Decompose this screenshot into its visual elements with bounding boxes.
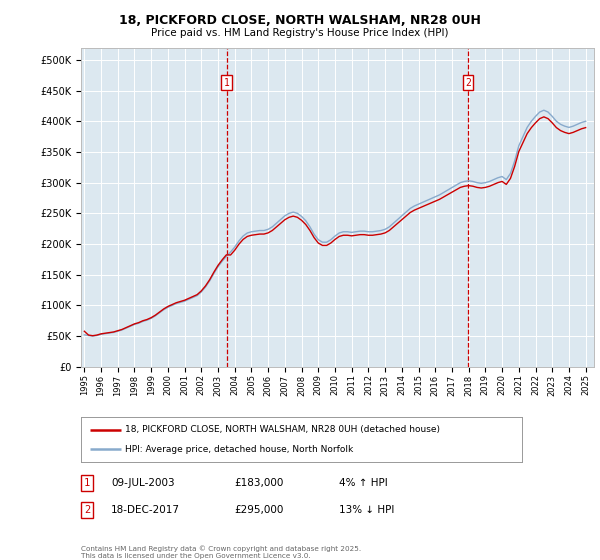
Text: 18, PICKFORD CLOSE, NORTH WALSHAM, NR28 0UH: 18, PICKFORD CLOSE, NORTH WALSHAM, NR28 … (119, 14, 481, 27)
Text: HPI: Average price, detached house, North Norfolk: HPI: Average price, detached house, Nort… (125, 445, 353, 454)
Text: Contains HM Land Registry data © Crown copyright and database right 2025.
This d: Contains HM Land Registry data © Crown c… (81, 545, 361, 559)
Text: 1: 1 (84, 478, 90, 488)
Text: 1: 1 (224, 78, 230, 88)
Text: £295,000: £295,000 (234, 505, 283, 515)
Text: Price paid vs. HM Land Registry's House Price Index (HPI): Price paid vs. HM Land Registry's House … (151, 28, 449, 38)
Text: 09-JUL-2003: 09-JUL-2003 (111, 478, 175, 488)
Text: 2: 2 (465, 78, 471, 88)
Text: 4% ↑ HPI: 4% ↑ HPI (339, 478, 388, 488)
Text: £183,000: £183,000 (234, 478, 283, 488)
Text: 18-DEC-2017: 18-DEC-2017 (111, 505, 180, 515)
Text: 2: 2 (84, 505, 90, 515)
Text: 18, PICKFORD CLOSE, NORTH WALSHAM, NR28 0UH (detached house): 18, PICKFORD CLOSE, NORTH WALSHAM, NR28 … (125, 425, 440, 434)
Text: 13% ↓ HPI: 13% ↓ HPI (339, 505, 394, 515)
